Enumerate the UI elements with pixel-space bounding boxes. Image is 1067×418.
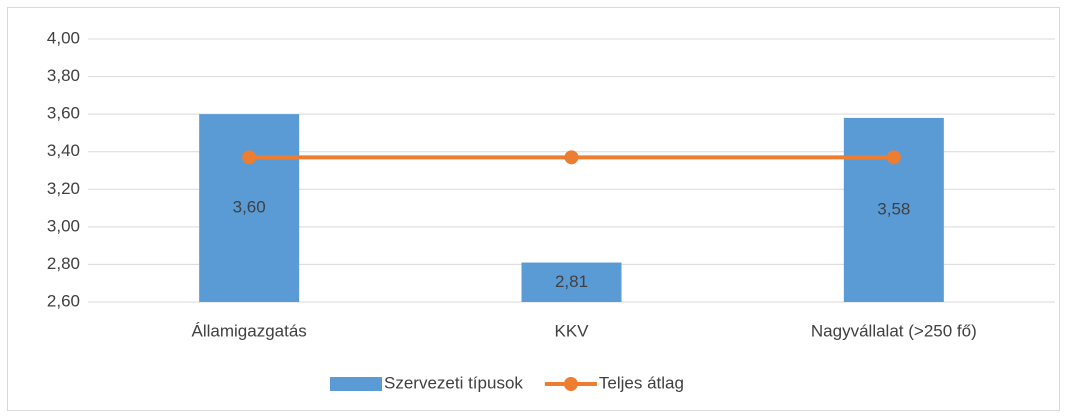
y-tick-label: 3,20 <box>47 179 80 198</box>
bar <box>521 262 622 302</box>
legend-swatch-marker <box>563 377 578 391</box>
x-tick-label: KKV <box>554 321 589 340</box>
data-label: 2,81 <box>555 272 588 291</box>
legend-label: Teljes átlag <box>599 373 684 392</box>
data-label: 3,60 <box>233 198 266 217</box>
y-tick-label: 3,60 <box>47 104 80 123</box>
y-tick-label: 3,00 <box>47 216 80 235</box>
y-tick-label: 2,60 <box>47 291 80 310</box>
y-tick-label: 4,00 <box>47 28 80 47</box>
data-label: 3,58 <box>877 199 910 218</box>
line-marker <box>242 150 257 165</box>
x-tick-label: Államigazgatás <box>192 321 307 340</box>
y-tick-label: 3,40 <box>47 141 80 160</box>
legend-swatch <box>330 377 382 391</box>
x-tick-label: Nagyvállalat (>250 fő) <box>811 321 977 340</box>
y-tick-label: 2,80 <box>47 254 80 273</box>
bar <box>199 114 300 303</box>
y-tick-label: 3,80 <box>47 66 80 85</box>
legend-label: Szervezeti típusok <box>384 373 523 392</box>
line-marker <box>886 150 901 165</box>
bar <box>843 117 944 303</box>
line-marker <box>564 150 579 165</box>
